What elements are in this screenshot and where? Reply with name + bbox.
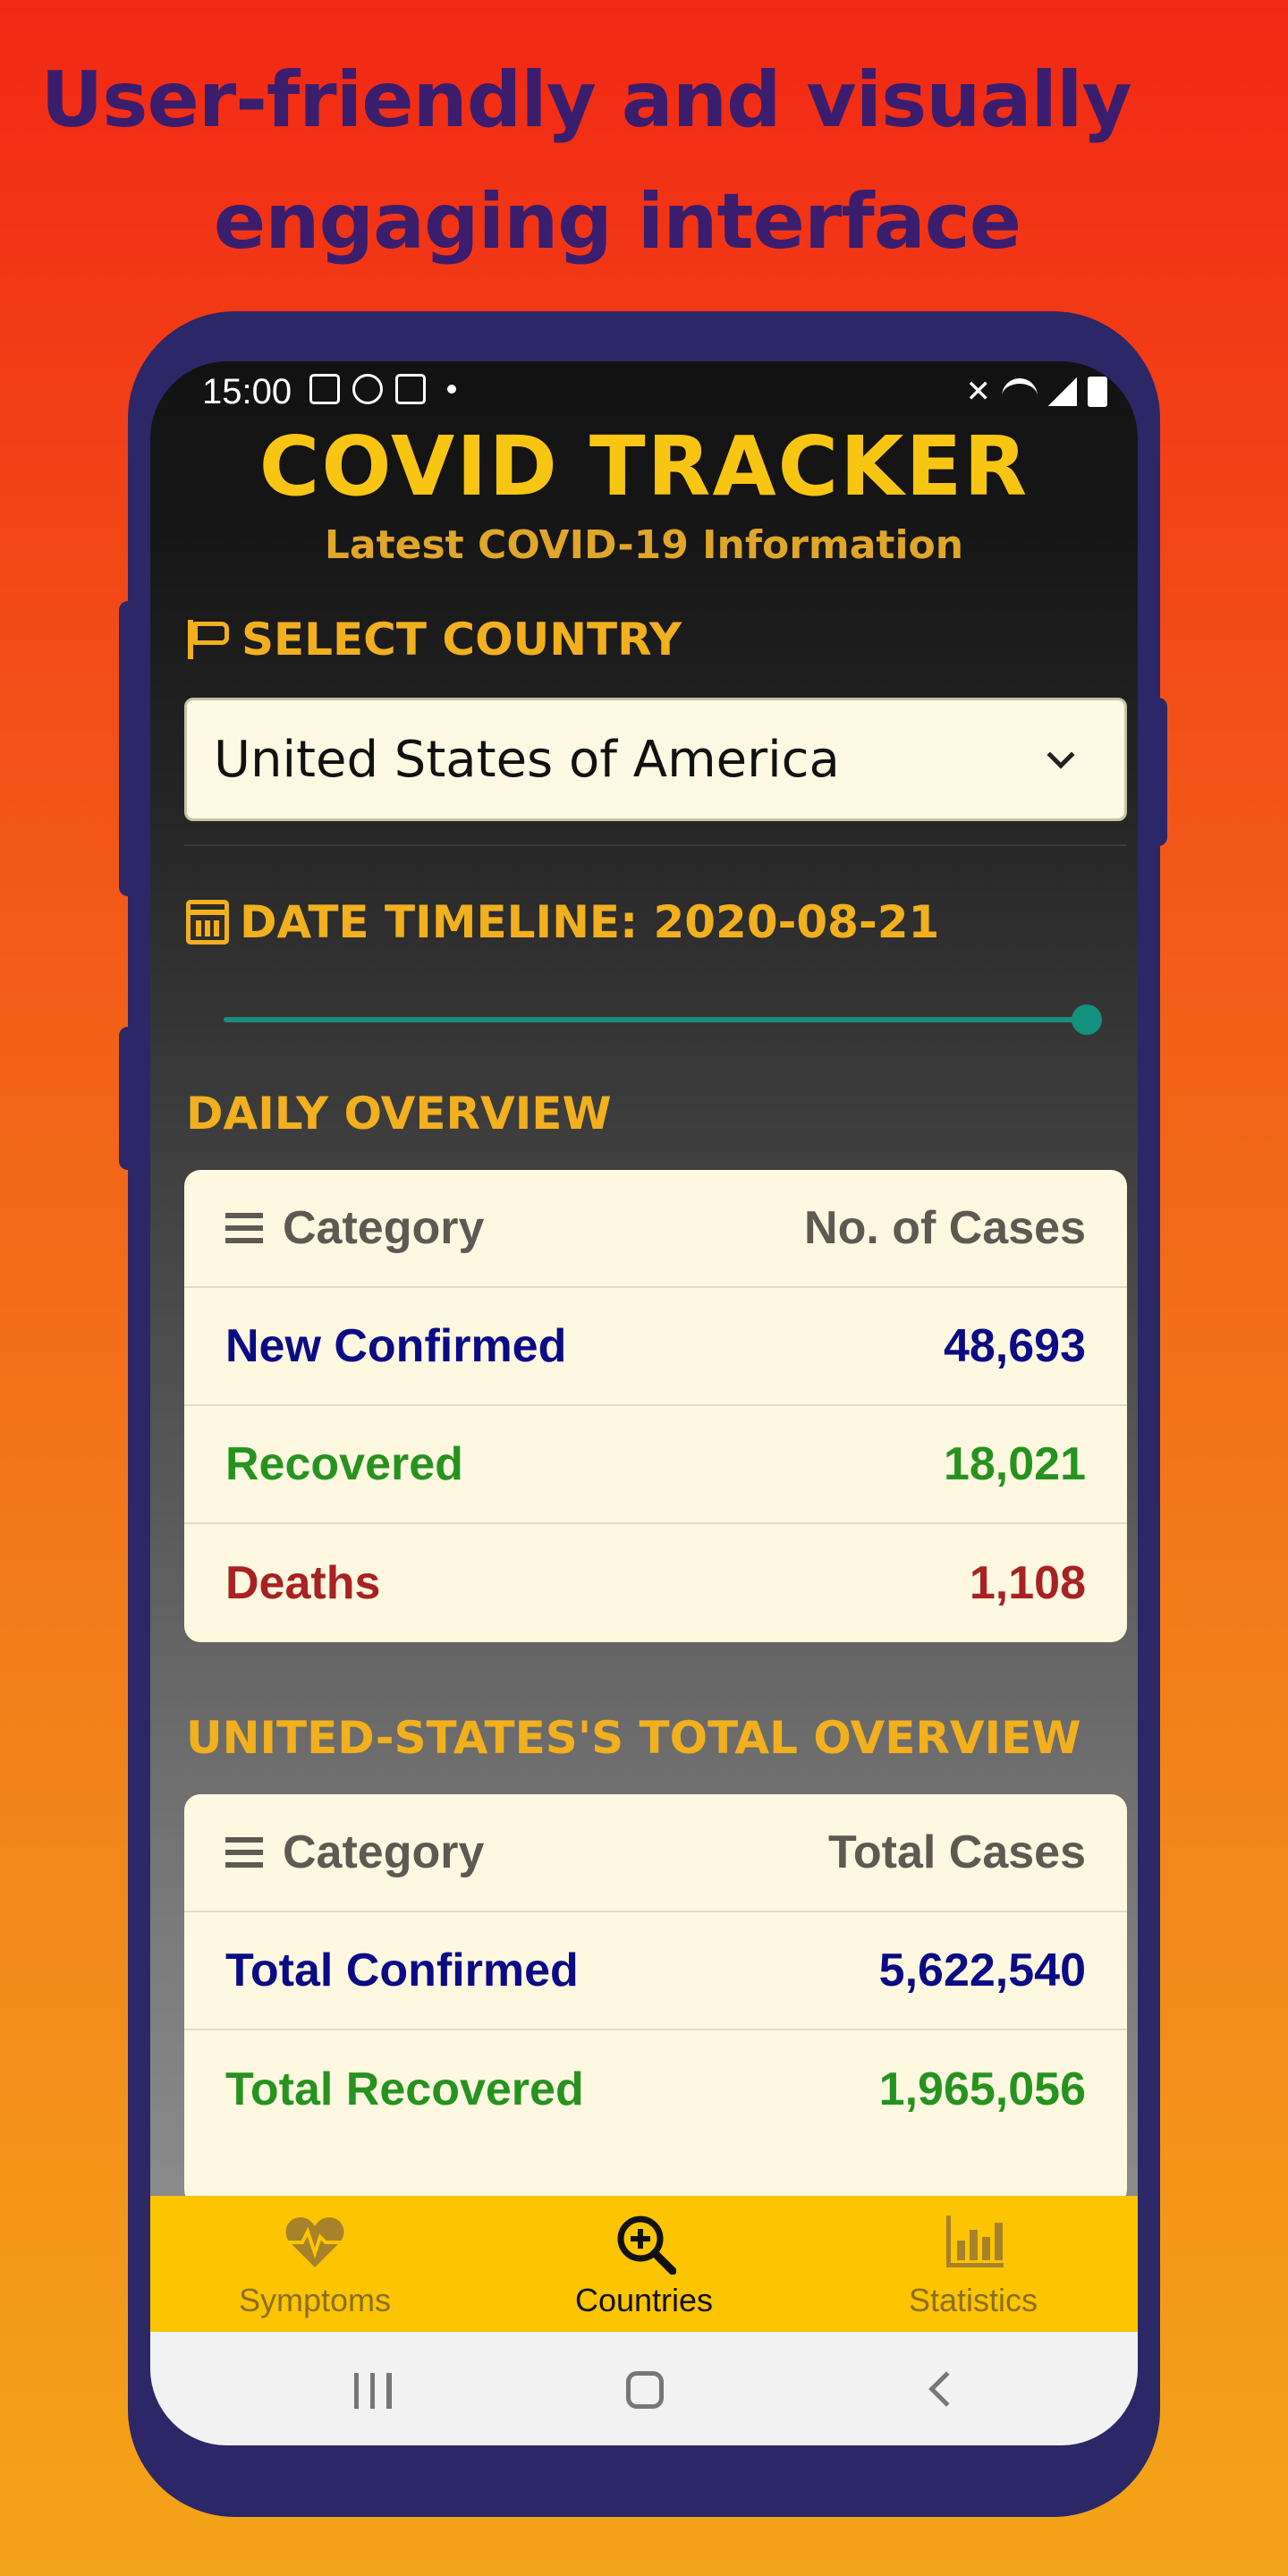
recent-apps-icon[interactable] [354, 2373, 392, 2409]
date-slider-thumb[interactable] [1072, 1004, 1102, 1035]
wifi-icon [1002, 378, 1038, 405]
bar-chart-icon [946, 2216, 1004, 2267]
gmail-icon [395, 374, 426, 404]
image-icon [309, 374, 340, 404]
row-value: 48,693 [943, 1320, 1086, 1372]
header-cases: No. of Cases [804, 1202, 1086, 1254]
status-time: 15:00 [202, 372, 292, 411]
promo-headline-line2: engaging interface [213, 177, 1021, 267]
row-label: New Confirmed [225, 1320, 567, 1372]
signal-icon [1048, 377, 1077, 406]
total-overview-table: Category Total Cases Total Confirmed 5,6… [184, 1794, 1127, 2206]
status-bar: 15:00 ✕ [150, 361, 1138, 415]
bottom-nav: Symptoms Countries Statistics [150, 2196, 1138, 2332]
app-title: COVID TRACKER [258, 419, 1030, 514]
nav-item-statistics[interactable]: Statistics [839, 2196, 1107, 2332]
promo-headline-line1: User-friendly and visually [40, 55, 1131, 145]
header-category: Category [283, 1202, 485, 1254]
table-row: Total Recovered 1,965,056 [184, 2030, 1127, 2148]
app-subtitle: Latest COVID-19 Information [324, 522, 964, 568]
magnifier-plus-icon [617, 2216, 676, 2275]
nav-label: Countries [574, 2282, 714, 2318]
select-country-label: SELECT COUNTRY [186, 614, 682, 665]
header-cases: Total Cases [827, 1826, 1086, 1878]
calendar-icon [186, 900, 229, 945]
country-dropdown-value: United States of America [214, 730, 840, 789]
mute-icon: ✕ [965, 374, 992, 410]
facebook-icon [352, 374, 383, 404]
date-timeline-text: DATE TIMELINE: 2020-08-21 [240, 896, 940, 948]
daily-overview-table: Category No. of Cases New Confirmed 48,6… [184, 1170, 1127, 1642]
battery-icon [1088, 377, 1107, 407]
table-row: Deaths 1,108 [184, 1524, 1127, 1642]
nav-item-countries[interactable]: Countries [510, 2196, 778, 2332]
menu-icon [225, 1213, 263, 1243]
row-value: 1,108 [969, 1557, 1086, 1609]
row-label: Total Confirmed [225, 1945, 579, 1996]
row-label: Deaths [225, 1557, 381, 1609]
nav-item-symptoms[interactable]: Symptoms [181, 2196, 449, 2332]
divider [184, 844, 1127, 846]
select-country-text: SELECT COUNTRY [242, 614, 682, 665]
flag-icon [186, 620, 231, 659]
row-value: 5,622,540 [878, 1945, 1086, 1996]
table-header: Category No. of Cases [184, 1170, 1127, 1288]
nav-label: Statistics [908, 2282, 1038, 2318]
date-slider-track[interactable] [224, 1017, 1091, 1022]
system-nav-bar [150, 2332, 1138, 2445]
date-timeline-label: DATE TIMELINE: 2020-08-21 [186, 896, 939, 948]
total-overview-title: UNITED-STATES'S TOTAL OVERVIEW [186, 1712, 1081, 1764]
row-label: Total Recovered [225, 2063, 584, 2115]
nav-label: Symptoms [238, 2282, 392, 2318]
home-icon[interactable] [626, 2371, 664, 2409]
dot-icon [447, 385, 456, 394]
row-value: 1,965,056 [878, 2063, 1086, 2115]
header-category: Category [283, 1826, 485, 1878]
table-row: Total Confirmed 5,622,540 [184, 1912, 1127, 2030]
row-label: Recovered [225, 1438, 463, 1490]
back-icon[interactable] [928, 2371, 964, 2407]
promo-headline: User-friendly and visually engaging inte… [0, 39, 1288, 283]
table-row: New Confirmed 48,693 [184, 1288, 1127, 1406]
row-value: 18,021 [943, 1438, 1086, 1490]
heart-pulse-icon [285, 2217, 344, 2267]
country-dropdown[interactable]: United States of America [184, 698, 1127, 821]
menu-icon [225, 1837, 263, 1868]
chevron-down-icon [1046, 741, 1075, 769]
phone-screen: 15:00 ✕ COVID TRACKER Latest COVID-19 In… [150, 361, 1138, 2445]
table-header: Category Total Cases [184, 1794, 1127, 1912]
table-row: Recovered 18,021 [184, 1406, 1127, 1524]
daily-overview-title: DAILY OVERVIEW [186, 1088, 612, 1140]
